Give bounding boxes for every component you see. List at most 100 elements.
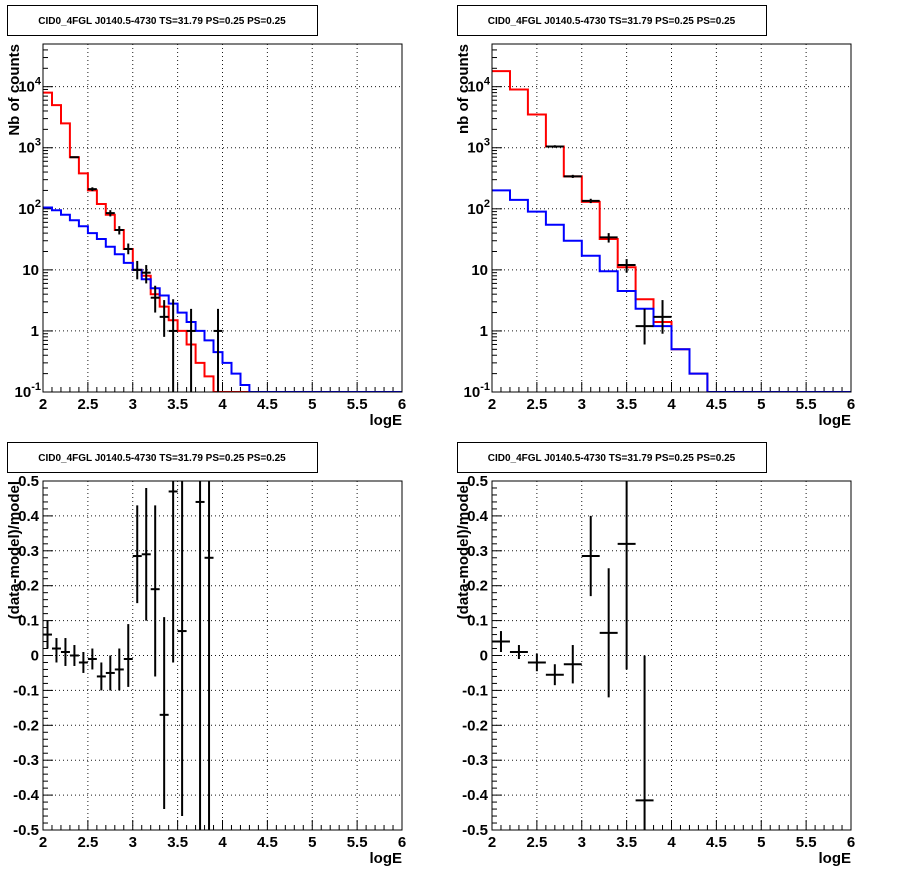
title-box <box>457 442 767 473</box>
data-point <box>653 300 672 334</box>
y-tick-label: -0.1 <box>13 682 39 699</box>
model-histogram-blue <box>492 189 851 392</box>
x-tick-label: 5.5 <box>796 834 817 851</box>
data-point <box>581 515 600 597</box>
x-tick-label: 2.5 <box>77 396 98 413</box>
x-tick-label: 4.5 <box>706 834 727 851</box>
data-point <box>599 233 618 243</box>
x-tick-label: 2 <box>39 396 47 413</box>
chart-title: CID0_4FGL J0140.5-4730 TS=31.79 PS=0.25 … <box>38 16 286 27</box>
model-histogram-red <box>43 91 402 392</box>
y-tick-label: 104 <box>467 76 491 96</box>
x-tick-label: 5.5 <box>347 396 368 413</box>
panel-bottom-left: 2 2.5 3 3.5 4 4.5 5 5.5 6 -0.5 -0.4 -0.3 -0.2 -0.1 0 0.… <box>6 442 406 867</box>
data-point <box>213 308 223 392</box>
data-point <box>105 655 115 691</box>
x-tick-label: 3 <box>578 834 586 851</box>
data-point <box>599 568 618 698</box>
y-tick-exponent: 2 <box>35 198 41 210</box>
data-point <box>60 638 70 666</box>
data-point <box>132 260 142 280</box>
data-point <box>114 648 124 691</box>
y-tick-base: 10 <box>18 201 35 218</box>
grid <box>43 44 402 392</box>
y-tick-label: -0.5 <box>462 822 488 839</box>
model-histogram-blue <box>43 206 402 392</box>
x-tick-label: 4.5 <box>257 396 278 413</box>
y-axis-title: Nb of counts <box>6 44 23 136</box>
plot-area <box>492 481 654 830</box>
x-tick-label: 5 <box>757 834 765 851</box>
plot-area <box>492 70 851 392</box>
data-point <box>509 645 528 659</box>
panel-top-right: 2 2.5 3 3.5 4 4.5 5 5.5 610-1110102103104logEnb … <box>455 5 855 429</box>
y-tick-exponent: 3 <box>484 137 490 149</box>
data-point <box>635 655 654 830</box>
y-tick-base: 10 <box>15 384 32 401</box>
y-tick-label: 10 <box>471 262 488 279</box>
x-tick-label: 5 <box>308 834 316 851</box>
y-tick-label: -0.4 <box>462 787 489 804</box>
x-tick-label: 2.5 <box>77 834 98 851</box>
x-tick-label: 2 <box>39 834 47 851</box>
x-tick-label: 4 <box>218 834 227 851</box>
y-tick-label: 102 <box>467 198 490 218</box>
data-point <box>150 285 160 313</box>
y-tick-label: 1 <box>31 323 39 340</box>
data-point <box>69 645 79 666</box>
data-point <box>527 653 546 672</box>
y-tick-label: -0.4 <box>13 787 40 804</box>
y-tick-label: -0.3 <box>13 752 39 769</box>
panel-top-left: 2 2.5 3 3.5 4 4.5 5 5.5 610-1110102103104logENb … <box>6 5 406 429</box>
data-point <box>204 481 214 830</box>
y-tick-label: 1 <box>480 323 488 340</box>
y-tick-base: 10 <box>464 384 481 401</box>
data-point <box>96 662 106 691</box>
x-tick-label: 3.5 <box>616 396 637 413</box>
plot-frame <box>491 480 852 831</box>
plot-frame <box>42 480 403 831</box>
x-axis-title: logE <box>370 850 403 867</box>
plot-area <box>43 91 402 392</box>
data-points <box>492 481 654 830</box>
data-point <box>581 198 600 204</box>
y-tick-label: 10 <box>22 262 39 279</box>
y-tick-label: 0.2 <box>18 578 39 595</box>
y-tick-label: -0.5 <box>13 822 39 839</box>
data-point <box>617 259 636 273</box>
x-tick-label: 3.5 <box>167 834 188 851</box>
x-tick-label: 6 <box>398 396 406 413</box>
data-point <box>141 487 151 621</box>
data-point <box>168 481 178 663</box>
x-tick-label: 4.5 <box>706 396 727 413</box>
data-point <box>168 299 178 392</box>
plot-frame <box>491 43 852 393</box>
data-point <box>51 638 61 663</box>
y-tick-base: 1 <box>480 323 488 340</box>
y-axis-title: (data-model)/model <box>6 481 23 619</box>
y-tick-base: 10 <box>18 140 35 157</box>
data-points <box>69 156 223 392</box>
data-points <box>43 481 214 830</box>
x-tick-label: 4.5 <box>257 834 278 851</box>
x-tick-label: 6 <box>398 834 406 851</box>
data-point <box>177 481 187 817</box>
x-tick-label: 5.5 <box>347 834 368 851</box>
data-point <box>150 505 160 677</box>
y-tick-label: 103 <box>18 137 41 157</box>
y-tick-label: -0.2 <box>462 717 488 734</box>
y-tick-exponent: -1 <box>480 381 490 393</box>
title-box <box>457 5 767 36</box>
y-tick-label: 0.4 <box>467 508 489 525</box>
y-tick-label: 0.2 <box>467 578 488 595</box>
x-tick-label: 4 <box>667 396 676 413</box>
x-tick-label: 5.5 <box>796 396 817 413</box>
y-tick-label: 0 <box>31 648 39 665</box>
chart-title: CID0_4FGL J0140.5-4730 TS=31.79 PS=0.25 … <box>488 16 736 27</box>
axis-ticks <box>42 43 403 393</box>
data-point <box>545 664 564 686</box>
y-tick-label: 10-1 <box>464 381 490 401</box>
x-tick-label: 4 <box>667 834 676 851</box>
x-axis-title: logE <box>819 412 852 429</box>
